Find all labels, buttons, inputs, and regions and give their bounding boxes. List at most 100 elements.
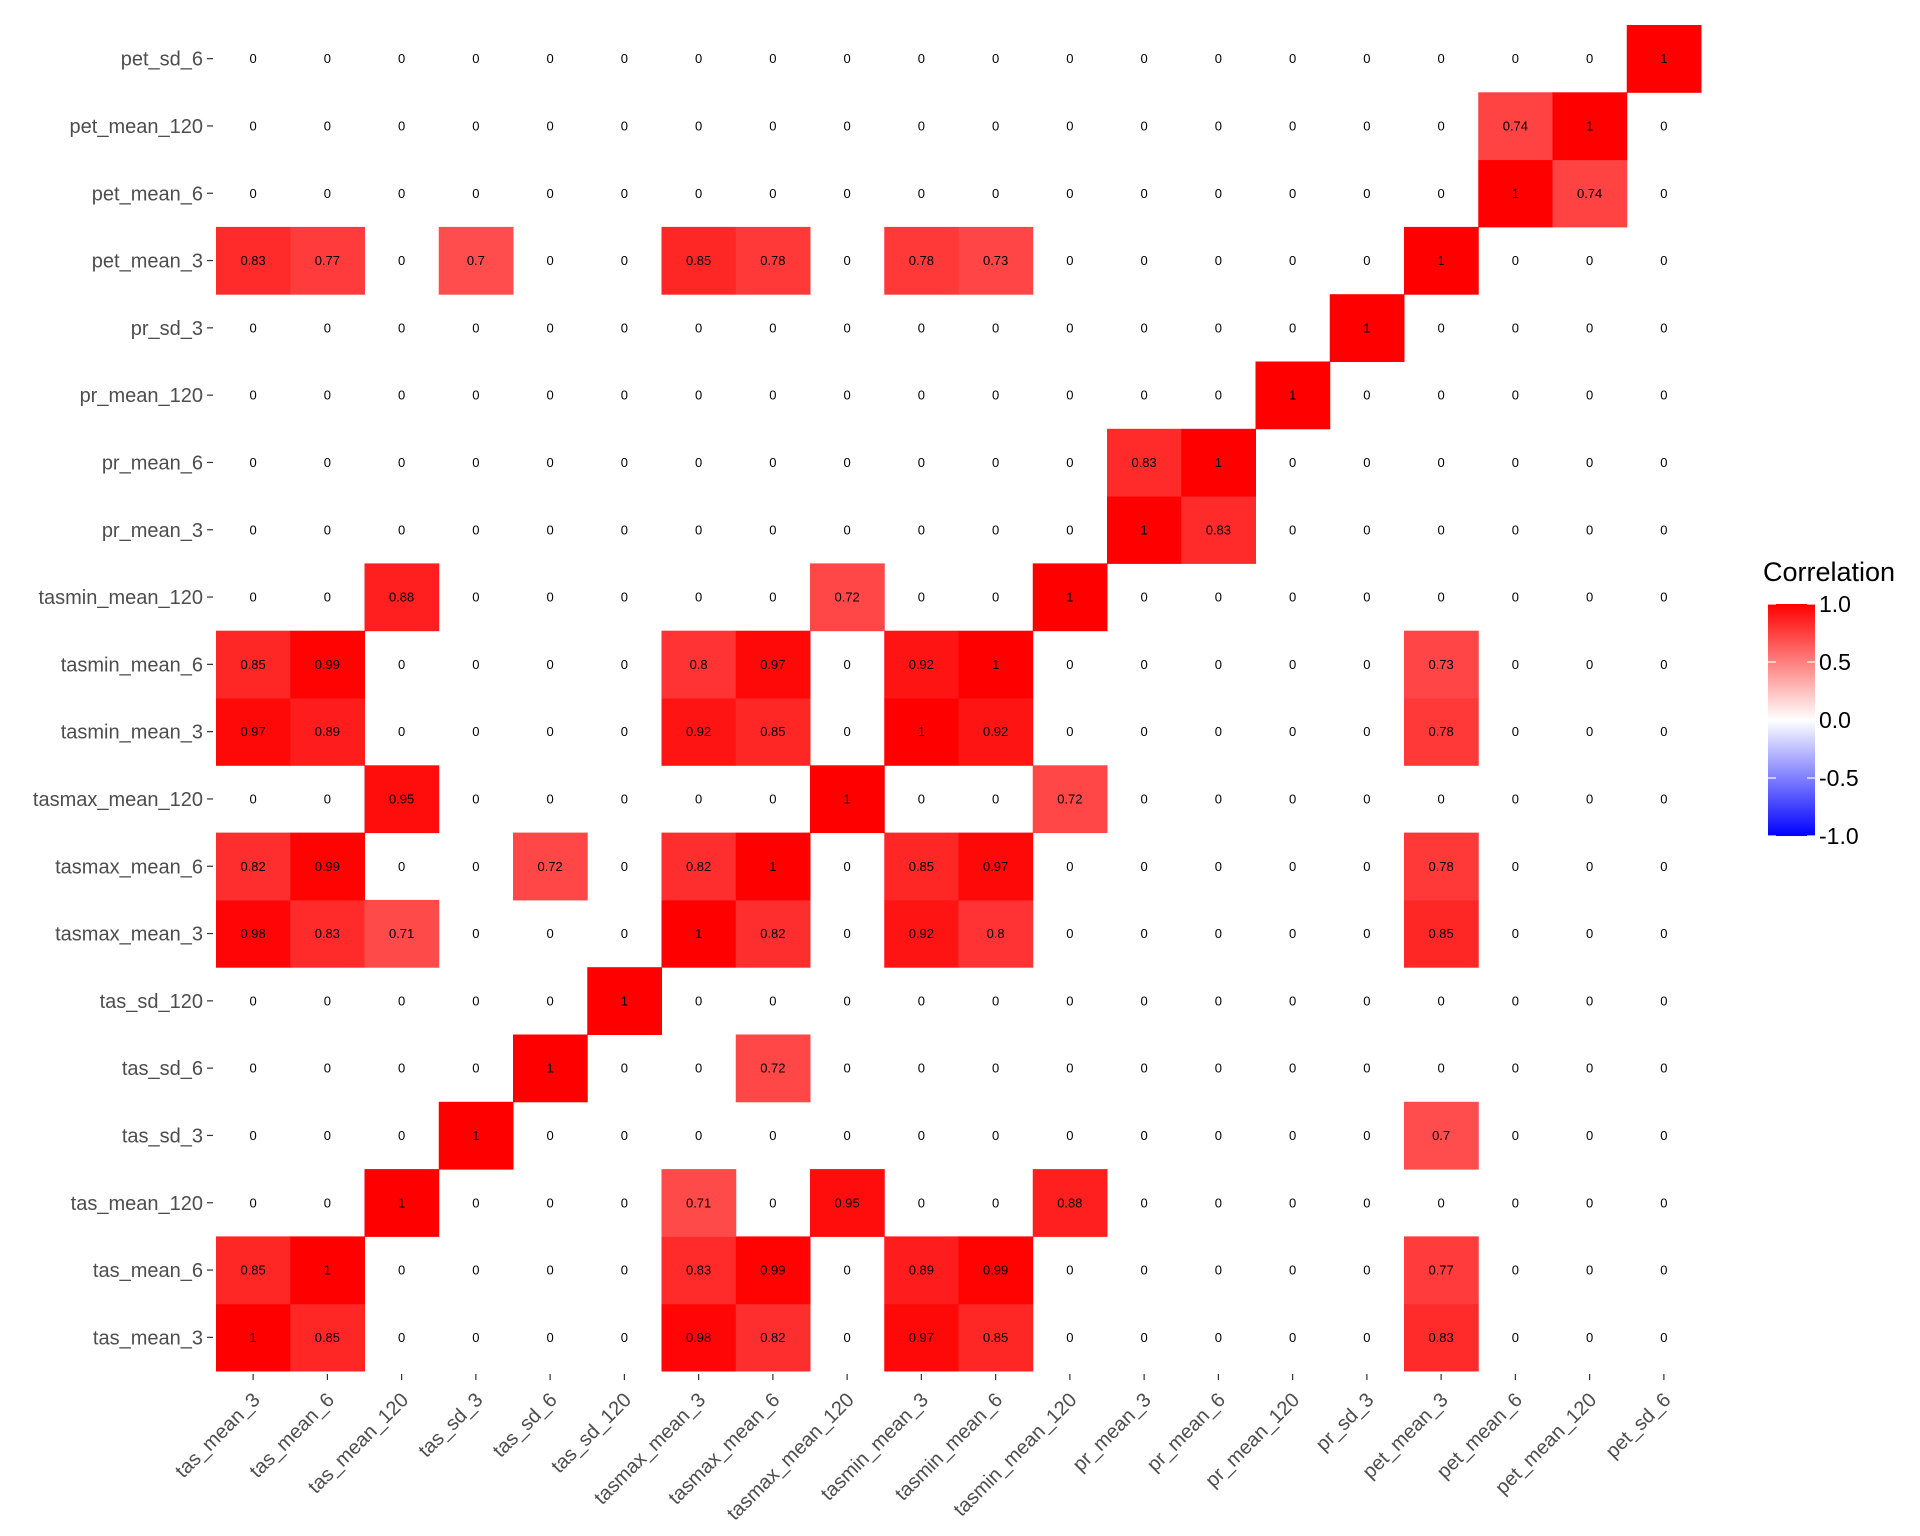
cell-value-label: 0 (1660, 1263, 1667, 1278)
cell-value-label: 0 (769, 590, 776, 605)
cell-value-label: 0 (1586, 657, 1593, 672)
heatmap-cell (216, 832, 291, 901)
heatmap-cell (290, 1303, 365, 1372)
cell-value-label: 0.82 (240, 859, 265, 874)
cell-value-label: 0 (621, 724, 628, 739)
cell-value-label: 0 (769, 1128, 776, 1143)
cell-value-label: 1 (918, 724, 925, 739)
heatmap-cell (513, 1034, 588, 1103)
cell-value-label: 0.97 (909, 1330, 934, 1345)
y-tick-label: tas_mean_120 (71, 1193, 203, 1215)
heatmap-cell (1404, 1236, 1479, 1305)
cell-value-label: 0 (398, 1061, 405, 1076)
cell-value-label: 0 (1363, 253, 1370, 268)
cell-value-label: 0 (547, 1128, 554, 1143)
cell-value-label: 0 (1586, 993, 1593, 1008)
cell-value-label: 1 (1512, 186, 1519, 201)
legend-tick-label: -1.0 (1819, 823, 1859, 849)
heatmap-cell (810, 563, 885, 632)
heatmap-cell (1255, 361, 1331, 430)
cell-value-label: 0.85 (240, 1263, 265, 1278)
cell-value-label: 0 (1289, 1061, 1296, 1076)
heatmap-cell (884, 630, 959, 699)
cell-value-label: 0 (398, 51, 405, 66)
cell-value-label: 0 (1141, 118, 1148, 133)
heatmap-cell (364, 1169, 440, 1237)
cell-value-label: 0 (1660, 791, 1667, 806)
cell-value-label: 0 (1363, 522, 1370, 537)
cell-value-label: 0 (695, 590, 702, 605)
heatmap-cell (735, 832, 811, 901)
cell-value-label: 0 (1363, 1061, 1370, 1076)
cell-value-label: 0 (769, 522, 776, 537)
y-tick-label: pr_mean_3 (102, 520, 203, 542)
cell-value-label: 0.88 (389, 590, 414, 605)
heatmap-cell (216, 1303, 291, 1372)
cell-value-label: 0 (1586, 455, 1593, 470)
cell-value-label: 0 (1289, 926, 1296, 941)
cell-value-label: 0 (1438, 388, 1445, 403)
heatmap-cell (958, 698, 1034, 766)
cell-value-label: 0 (398, 253, 405, 268)
cell-value-label: 0 (695, 791, 702, 806)
cell-value-label: 0.82 (760, 1330, 785, 1345)
cell-value-label: 0.7 (1432, 1128, 1450, 1143)
cell-value-label: 0 (324, 51, 331, 66)
cell-value-label: 0 (621, 455, 628, 470)
cell-value-label: 0 (1289, 1263, 1296, 1278)
heatmap-cell (958, 1236, 1034, 1305)
heatmap-cell (364, 563, 440, 632)
cell-value-label: 0 (621, 1195, 628, 1210)
cell-value-label: 0 (1586, 51, 1593, 66)
cell-value-label: 0 (621, 51, 628, 66)
cell-value-label: 0.88 (1057, 1195, 1082, 1210)
cell-value-label: 0 (398, 1263, 405, 1278)
cell-value-label: 0 (1289, 253, 1296, 268)
cell-value-label: 0 (324, 590, 331, 605)
cell-value-label: 0 (1660, 1330, 1667, 1345)
cell-value-label: 0 (695, 993, 702, 1008)
cell-value-label: 0 (1363, 657, 1370, 672)
cell-value-label: 0 (1289, 993, 1296, 1008)
cell-value-label: 0 (1066, 320, 1073, 335)
heatmap-cell (661, 630, 737, 699)
cell-value-label: 0 (1215, 1195, 1222, 1210)
cell-value-label: 0 (769, 791, 776, 806)
cell-value-label: 0 (1586, 1061, 1593, 1076)
cell-value-label: 0 (1660, 186, 1667, 201)
cell-value-label: 0 (621, 590, 628, 605)
cell-value-label: 0 (1141, 926, 1148, 941)
y-tick-label: pet_mean_6 (92, 183, 203, 205)
cell-value-label: 0.85 (760, 724, 785, 739)
cell-value-label: 0 (1438, 186, 1445, 201)
cell-value-label: 0 (1215, 1330, 1222, 1345)
cell-value-label: 0 (1363, 724, 1370, 739)
heatmap-cell (661, 226, 737, 295)
cell-value-label: 0.95 (834, 1195, 859, 1210)
cell-value-label: 0 (1512, 724, 1519, 739)
cell-value-label: 0.99 (760, 1263, 785, 1278)
cell-value-label: 0.85 (983, 1330, 1008, 1345)
legend-tick-label: 1.0 (1819, 591, 1851, 617)
heatmap-cell (661, 832, 737, 901)
cell-value-label: 0 (918, 51, 925, 66)
cell-value-label: 0 (992, 1061, 999, 1076)
cell-value-label: 0.8 (690, 657, 708, 672)
heatmap-cell (735, 1236, 811, 1305)
cell-value-label: 0 (918, 791, 925, 806)
heatmap-cell (438, 1101, 514, 1170)
heatmap-cell (290, 832, 365, 901)
cell-value-label: 0 (547, 724, 554, 739)
cell-value-label: 0 (918, 186, 925, 201)
cell-value-label: 0 (1141, 791, 1148, 806)
cell-value-label: 0 (1066, 253, 1073, 268)
cell-value-label: 0.85 (909, 859, 934, 874)
y-tick-label: tas_sd_6 (122, 1058, 203, 1080)
cell-value-label: 0 (1141, 724, 1148, 739)
cell-value-label: 0 (250, 1061, 257, 1076)
cell-value-label: 0 (621, 186, 628, 201)
heatmap-cell (216, 630, 291, 699)
cell-value-label: 0 (992, 320, 999, 335)
cell-value-label: 0 (1141, 1263, 1148, 1278)
cell-value-label: 0 (1363, 1128, 1370, 1143)
